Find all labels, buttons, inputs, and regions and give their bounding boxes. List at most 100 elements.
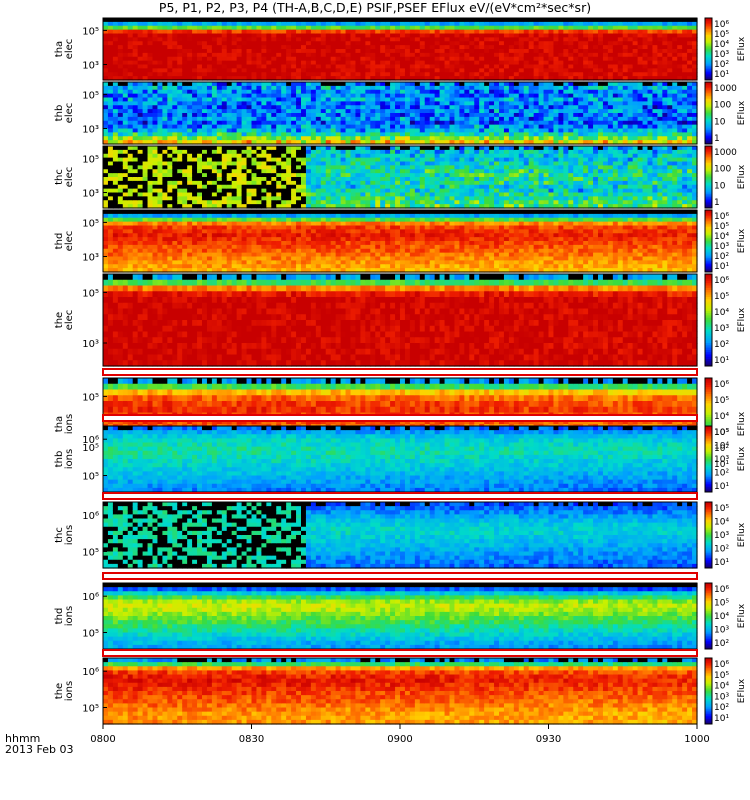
y-tick-label: 10⁵: [82, 90, 99, 101]
date-label: 2013 Feb 03: [5, 743, 74, 756]
panel-species-label: elec: [64, 310, 75, 331]
colorbar-tick-label: 10¹: [714, 460, 729, 470]
colorbar-tick-label: 10¹: [714, 356, 729, 366]
colorbar-tick-label: 100: [714, 101, 731, 111]
panel-frame: [102, 501, 698, 569]
figure-title: P5, P1, P2, P3, P4 (TH-A,B,C,D,E) PSIF,P…: [158, 0, 592, 15]
colorbar-tick-label: 10³: [714, 455, 729, 465]
colorbar-tick-label: 10¹: [714, 558, 729, 568]
colorbar-label: EFlux: [737, 446, 747, 471]
y-tick-label: 10⁶: [82, 435, 99, 446]
colorbar-label: EFlux: [737, 164, 747, 189]
colorbar-tick-label: 10⁵: [714, 428, 729, 438]
panel-frame: [102, 145, 698, 209]
colorbar-tick-label: 10³: [714, 50, 729, 60]
panel-separator: [102, 492, 698, 500]
colorbar-tick-label: 10³: [714, 242, 729, 252]
colorbar-label: EFlux: [737, 228, 747, 253]
colorbar-tick-label: 10⁵: [714, 396, 729, 406]
panel-probe-label: thb: [54, 451, 65, 468]
colorbar-tick-label: 10³: [714, 428, 729, 438]
panel-species-label: elec: [64, 103, 75, 124]
colorbar-tick-label: 10³: [714, 324, 729, 334]
colorbar-tick-label: 10⁴: [714, 412, 729, 422]
colorbar-tick-label: 10²: [714, 545, 729, 555]
x-tick-label: 0800: [90, 734, 115, 745]
colorbar-tick-label: 10⁶: [714, 212, 729, 222]
panel-probe-label: thc: [54, 169, 65, 185]
colorbar-tick-label: 10²: [714, 703, 729, 713]
y-tick-label: 10³: [82, 61, 99, 72]
panel-frame: [102, 273, 698, 367]
colorbar: 10⁵ 10⁴ 10³ 10² 10¹ EFlux: [704, 501, 747, 569]
colorbar-tick-label: 10⁶: [714, 660, 729, 670]
spectrogram-panel-thd-ions: thd ions 10⁶ 10⁵ 10⁶ 10⁵ 10⁴ 10³ 10² EFlux: [54, 582, 747, 650]
panel-probe-label: thc: [54, 527, 65, 543]
y-tick-label: 10⁶: [82, 511, 99, 522]
panel-species-label: ions: [64, 606, 75, 626]
panel-probe-label: the: [54, 312, 65, 328]
panel-species-label: ions: [64, 449, 75, 469]
colorbar-tick-label: 10⁶: [714, 20, 729, 30]
spectrogram-panel-thc-elec: thc elec 10⁵ 10³ 1000 100 10 1 EFlux: [54, 145, 747, 209]
y-tick-label: 10⁵: [82, 472, 99, 483]
x-tick-label: 0930: [536, 734, 561, 745]
panel-probe-label: thd: [54, 608, 65, 625]
y-tick-label: 10³: [82, 253, 99, 264]
colorbar-label: EFlux: [737, 100, 747, 125]
colorbar-tick-label: 10³: [714, 692, 729, 702]
x-tick-label: 1000: [684, 734, 709, 745]
panel-species-label: ions: [64, 414, 75, 434]
colorbar-tick-label: 10⁴: [714, 40, 729, 50]
y-tick-label: 10³: [82, 189, 99, 200]
colorbar-tick-label: 10²: [714, 340, 729, 350]
colorbar-tick-label: 10⁵: [714, 599, 729, 609]
colorbar-tick-label: 10⁵: [714, 222, 729, 232]
colorbar: 10⁶ 10⁵ 10⁴ 10³ 10² EFlux: [704, 582, 747, 650]
time-axis-unit-label: hhmm: [5, 732, 41, 745]
colorbar-tick-label: 10¹: [714, 262, 729, 272]
colorbar-tick-label: 10²: [714, 639, 729, 649]
y-tick-label: 10⁶: [82, 592, 99, 603]
panel-probe-label: thb: [54, 105, 65, 122]
colorbar-tick-label: 10³: [714, 626, 729, 636]
colorbar-tick-label: 10⁴: [714, 308, 729, 318]
colorbar-label: EFlux: [737, 522, 747, 547]
colorbar-tick-label: 10⁴: [714, 612, 729, 622]
colorbar: 1000 100 10 1 EFlux: [704, 145, 747, 209]
colorbar-tick-label: 10⁵: [714, 671, 729, 681]
colorbar-tick-label: 10⁵: [714, 30, 729, 40]
panel-probe-label: tha: [54, 41, 65, 57]
panel-separator: [102, 368, 698, 376]
y-tick-label: 10⁵: [82, 548, 99, 559]
panel-species-label: ions: [64, 681, 75, 701]
colorbar-tick-label: 10³: [714, 531, 729, 541]
y-tick-label: 10⁵: [82, 154, 99, 165]
colorbar-label: EFlux: [737, 36, 747, 61]
colorbar-label: EFlux: [737, 603, 747, 628]
colorbar-tick-label: 10: [714, 117, 726, 127]
x-tick-label: 0900: [387, 734, 412, 745]
y-tick-label: 10⁵: [82, 704, 99, 715]
spectrogram-panel-the-elec: the elec 10⁵ 10³ 10⁶ 10⁵ 10⁴ 10³ 10² 10¹ EFlux: [54, 273, 747, 367]
colorbar-label: EFlux: [737, 411, 747, 436]
colorbar-tick-label: 10⁴: [714, 232, 729, 242]
colorbar: 1000 100 10 1 EFlux: [704, 81, 747, 145]
spectrogram-panel-thb-elec: thb elec 10⁵ 10³ 1000 100 10 1 EFlux: [54, 81, 747, 145]
y-tick-label: 10⁵: [82, 218, 99, 229]
panel-probe-label: the: [54, 683, 65, 699]
colorbar-tick-label: 10²: [714, 469, 729, 479]
colorbar-tick-label: 10⁶: [714, 276, 729, 286]
panel-separator: [102, 414, 698, 422]
colorbar-label: EFlux: [737, 678, 747, 703]
panel-species-label: ions: [64, 525, 75, 545]
colorbar-tick-label: 100: [714, 165, 731, 175]
colorbar-tick-label: 10¹: [714, 482, 729, 492]
y-tick-label: 10⁵: [82, 26, 99, 37]
colorbar-tick-label: 10⁶: [714, 380, 729, 390]
